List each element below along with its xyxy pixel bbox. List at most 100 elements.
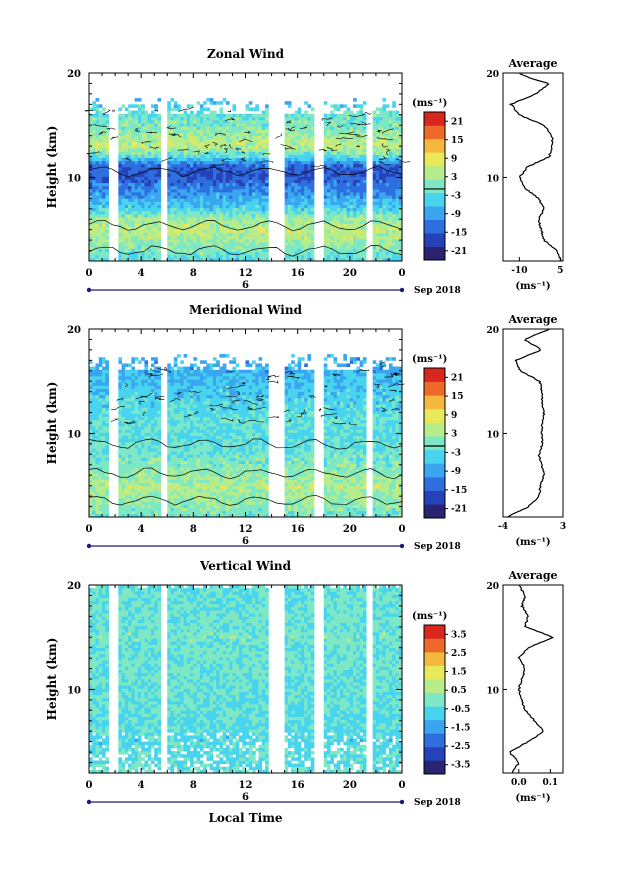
heatmap-cell <box>144 410 149 414</box>
heatmap-cell <box>304 145 308 149</box>
heatmap-cell <box>294 157 299 162</box>
heatmap-cell <box>154 217 158 221</box>
heatmap-cell <box>353 254 357 259</box>
heatmap-cell <box>89 463 93 468</box>
heatmap-cell <box>291 245 295 249</box>
heatmap-cell <box>310 173 315 177</box>
heatmap-cell <box>333 113 338 118</box>
heatmap-cell <box>261 123 266 127</box>
heatmap-cell <box>105 466 109 471</box>
heatmap-cell <box>330 239 334 243</box>
heatmap-cell <box>98 167 103 171</box>
heatmap-cell <box>385 148 390 152</box>
heatmap-cell <box>388 132 393 137</box>
heatmap-cell <box>144 154 149 158</box>
heatmap-cell <box>124 416 129 421</box>
heatmap-cell <box>141 457 145 461</box>
heatmap-cell <box>157 185 162 190</box>
heatmap-cell <box>323 123 328 127</box>
heatmap-cell <box>134 466 139 471</box>
heatmap-cell <box>225 113 230 118</box>
heatmap-cell <box>190 113 194 118</box>
heatmap-cell <box>131 451 136 455</box>
heatmap-cell <box>154 198 158 202</box>
heatmap-cell <box>346 257 351 262</box>
heatmap-cell <box>167 185 171 190</box>
heatmap-cell <box>294 198 299 202</box>
colorbar-swatch <box>424 179 445 194</box>
heatmap-cell <box>167 151 171 155</box>
heatmap-cell <box>128 138 132 143</box>
heatmap-cell <box>199 154 204 158</box>
heatmap-cell <box>291 214 295 218</box>
heatmap-cell <box>340 179 344 184</box>
heatmap-cell <box>356 185 361 190</box>
heatmap-cell <box>134 507 139 512</box>
heatmap-cell <box>144 413 149 418</box>
colorbar-swatch <box>424 152 445 167</box>
heatmap-cell <box>199 132 204 137</box>
heatmap-cell <box>258 192 263 196</box>
heatmap-cell <box>323 179 328 184</box>
heatmap-cell <box>190 251 194 256</box>
heatmap-cell <box>340 214 344 218</box>
heatmap-cell <box>105 163 109 168</box>
heatmap-cell <box>150 451 155 455</box>
heatmap-cell <box>395 229 400 234</box>
heatmap-cell <box>382 116 387 121</box>
heatmap-cell <box>124 132 129 137</box>
heatmap-cell <box>212 207 217 212</box>
heatmap-cell <box>141 504 145 508</box>
heatmap-cell <box>356 251 361 256</box>
heatmap-cell <box>382 185 387 190</box>
heatmap-cell <box>102 360 106 364</box>
heatmap-cell <box>170 141 175 146</box>
heatmap-cell <box>157 170 162 174</box>
heatmap-cell <box>102 466 106 471</box>
heatmap-cell <box>248 173 253 177</box>
heatmap-cell <box>128 195 132 199</box>
heatmap-cell <box>379 210 383 215</box>
heatmap-cell <box>118 148 122 152</box>
heatmap-cell <box>245 123 250 127</box>
heatmap-cell <box>134 410 139 414</box>
heatmap-cell <box>284 116 289 121</box>
heatmap-cell <box>134 404 139 408</box>
heatmap-cell <box>385 113 390 118</box>
heatmap-cell <box>193 167 197 171</box>
heatmap-cell <box>170 167 175 171</box>
heatmap-cell <box>128 432 132 436</box>
heatmap-cell <box>170 257 175 262</box>
heatmap-cell <box>144 360 149 364</box>
heatmap-cell <box>137 413 142 418</box>
heatmap-cell <box>124 413 129 418</box>
heatmap-cell <box>199 254 204 259</box>
heatmap-cell <box>392 223 396 227</box>
heatmap-cell <box>144 479 149 483</box>
heatmap-cell <box>183 138 188 143</box>
heatmap-cell <box>287 151 292 155</box>
heatmap-cell <box>121 441 126 446</box>
heatmap-cell <box>193 229 197 234</box>
heatmap-cell <box>245 154 250 158</box>
heatmap-cell <box>392 154 396 158</box>
heatmap-cell <box>124 257 129 262</box>
heatmap-cell <box>242 214 246 218</box>
heatmap-cell <box>186 104 191 108</box>
heatmap-cell <box>340 163 344 168</box>
heatmap-cell <box>330 195 334 199</box>
heatmap-cell <box>287 226 292 231</box>
heatmap-cell <box>186 257 191 262</box>
heatmap-cell <box>359 192 364 196</box>
heatmap-cell <box>118 239 122 243</box>
heatmap-cell <box>141 482 145 487</box>
heatmap-cell <box>258 138 263 143</box>
heatmap-cell <box>98 182 103 187</box>
heatmap-cell <box>261 126 266 130</box>
heatmap-cell <box>157 242 162 246</box>
heatmap-cell <box>343 154 347 158</box>
heatmap-cell <box>102 357 106 361</box>
heatmap-cell <box>304 148 308 152</box>
heatmap-cell <box>242 179 246 184</box>
heatmap-cell <box>287 157 292 162</box>
